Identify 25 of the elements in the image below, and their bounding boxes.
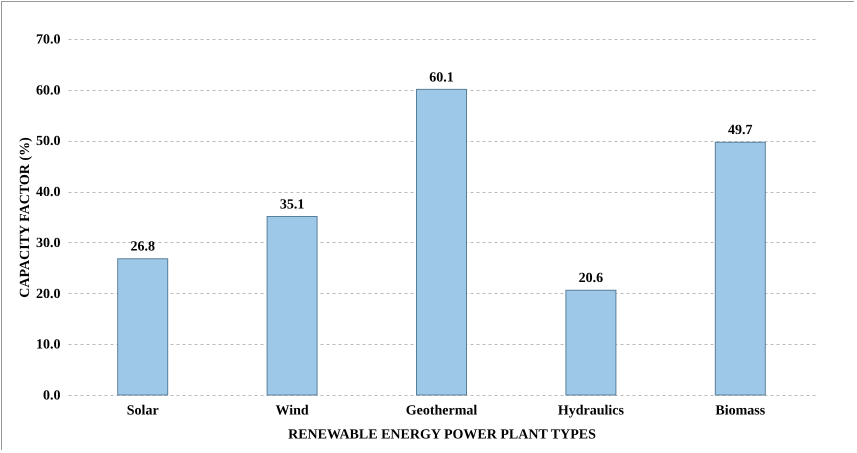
y-tick-label: 60.0 (36, 83, 60, 98)
x-tick-label: Geothermal (406, 404, 478, 418)
x-tick-label: Wind (275, 404, 309, 418)
x-axis-title: RENEWABLE ENERGY POWER PLANT TYPES (288, 428, 596, 442)
y-axis-title: CAPACITY FACTOR (%) (18, 136, 33, 298)
data-label: 26.8 (130, 240, 155, 255)
data-label: 49.7 (728, 123, 753, 138)
y-tick-label: 0.0 (43, 388, 60, 404)
y-tick-label: 50.0 (36, 134, 60, 150)
data-label: 35.1 (280, 197, 304, 212)
y-tick-label: 10.0 (36, 338, 60, 353)
x-tick-label: Biomass (715, 404, 766, 418)
bar (266, 216, 318, 396)
y-tick-label: 20.0 (36, 286, 60, 302)
data-label: 20.6 (578, 271, 604, 286)
bar (714, 142, 766, 396)
data-label: 60.1 (429, 70, 454, 86)
bar (565, 290, 616, 396)
bar (117, 258, 168, 396)
bar (416, 88, 467, 396)
x-tick-label: Solar (126, 404, 159, 418)
y-tick-label: 70.0 (36, 32, 60, 48)
y-tick-label: 40.0 (36, 185, 60, 200)
x-tick-label: Hydraulics (558, 404, 625, 418)
y-tick-label: 30.0 (36, 236, 60, 251)
